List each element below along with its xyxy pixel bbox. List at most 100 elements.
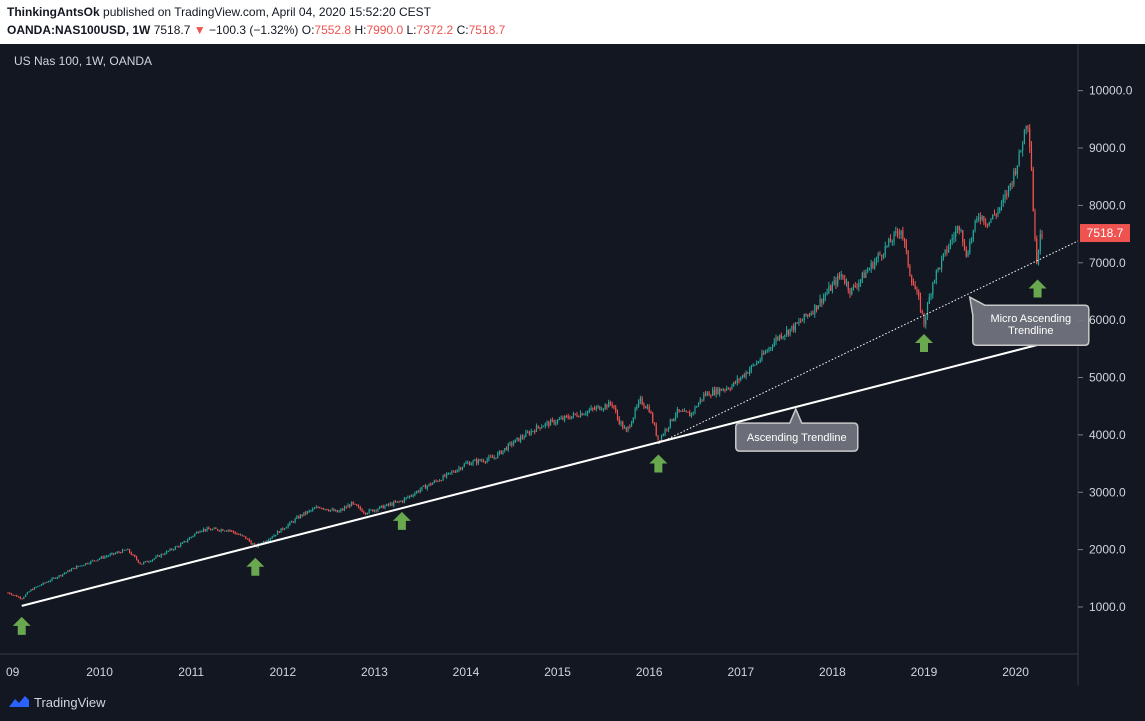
candle-body xyxy=(687,411,689,413)
candle-body xyxy=(401,500,404,502)
candle-body xyxy=(19,596,21,599)
candle-body xyxy=(1007,185,1010,196)
candle-body xyxy=(988,221,990,226)
candle-body xyxy=(54,577,57,579)
candle-body xyxy=(884,246,886,256)
time-axis[interactable]: 09 2010 2011 2012 2013 2014 2015 2016 2017 2018 20… xyxy=(6,665,1029,679)
candle-body xyxy=(995,214,997,216)
candle-body xyxy=(812,312,814,314)
candle-body xyxy=(217,528,219,531)
candle-body xyxy=(875,258,878,262)
candle-body xyxy=(167,550,169,552)
candle-body xyxy=(801,320,804,322)
time-tick-label: 2019 xyxy=(911,665,938,679)
candle-body xyxy=(273,535,275,537)
candle-body xyxy=(211,529,213,531)
candle-body xyxy=(209,529,212,531)
tradingview-brand[interactable]: TradingView xyxy=(34,695,106,710)
candle-body xyxy=(158,555,161,557)
candle-body xyxy=(511,442,513,445)
candle-body xyxy=(361,509,363,512)
candle-body xyxy=(775,337,777,342)
ascending-trendline[interactable] xyxy=(21,333,1079,607)
time-tick-label: 2017 xyxy=(727,665,754,679)
candle-body xyxy=(502,450,504,454)
candle-body xyxy=(949,240,952,248)
micro-ascending-trendline-callout[interactable] xyxy=(968,295,1090,346)
candle-body xyxy=(26,592,28,595)
candle-body xyxy=(442,475,444,481)
candle-body xyxy=(394,501,397,503)
candle-body xyxy=(312,508,314,511)
candle-body xyxy=(488,456,490,460)
candle-body xyxy=(109,554,111,556)
candle-body xyxy=(956,226,959,231)
candle-body xyxy=(710,395,712,397)
candle-body xyxy=(807,314,809,316)
candle-body xyxy=(520,436,522,442)
candle-body xyxy=(749,369,751,374)
candle-body xyxy=(67,570,69,573)
candle-body xyxy=(77,566,80,568)
ascending-trendline-callout[interactable] xyxy=(735,407,859,452)
candle-body xyxy=(794,322,797,331)
candle-body xyxy=(157,555,159,557)
candle-body xyxy=(199,531,201,533)
candle-body xyxy=(618,418,620,424)
author-name[interactable]: ThinkingAntsOk xyxy=(7,5,100,19)
candle-body xyxy=(782,336,784,339)
candle-body xyxy=(384,505,386,509)
micro-ascending-trendline[interactable] xyxy=(658,240,1079,444)
candle-body xyxy=(773,341,775,347)
candle-body xyxy=(780,335,782,339)
tradingview-logo-icon[interactable] xyxy=(8,695,30,709)
candle-body xyxy=(486,459,488,462)
candle-body xyxy=(539,427,541,429)
candle-body xyxy=(9,592,11,594)
candle-body xyxy=(206,527,208,531)
time-tick-label: 2016 xyxy=(636,665,663,679)
candle-body xyxy=(643,404,645,407)
price-tick-label: 9000.0 xyxy=(1089,141,1126,155)
candle-body xyxy=(356,504,358,506)
candle-body xyxy=(967,252,969,257)
candle-body xyxy=(833,280,835,284)
candle-body xyxy=(460,467,462,470)
candle-body xyxy=(342,509,344,511)
candle-body xyxy=(291,521,293,523)
candle-body xyxy=(349,505,351,507)
candle-body xyxy=(340,509,342,511)
candle-body xyxy=(100,556,102,559)
candle-body xyxy=(197,532,199,534)
time-tick-label: 2012 xyxy=(269,665,296,679)
candle-body xyxy=(121,549,124,553)
price-axis[interactable]: 1000.0 2000.0 3000.0 4000.0 5000.0 6000.0 7000… xyxy=(1078,84,1133,614)
candle-body xyxy=(842,274,844,280)
candle-body xyxy=(421,486,423,490)
price-chart[interactable]: Ascending Trendline Micro Ascending Trendl… xyxy=(0,44,1145,685)
candle-body xyxy=(717,388,719,394)
candle-body xyxy=(220,529,222,531)
down-arrow-icon: ▼ xyxy=(193,23,206,37)
open-value: 7552.8 xyxy=(314,23,352,37)
candle-body xyxy=(680,410,682,412)
candle-body xyxy=(935,270,937,281)
candle-body xyxy=(713,389,715,395)
candle-body xyxy=(389,503,391,506)
candle-body xyxy=(477,459,479,464)
candle-body xyxy=(615,407,617,412)
candle-body xyxy=(317,507,319,509)
candle-body xyxy=(10,593,13,595)
candle-body xyxy=(468,462,471,466)
candle-body xyxy=(319,507,321,509)
candle-body xyxy=(324,508,326,510)
candle-body xyxy=(431,483,434,485)
candle-body xyxy=(264,541,266,543)
candle-body xyxy=(70,569,73,572)
candle-body xyxy=(262,541,265,544)
candle-body xyxy=(405,497,407,499)
candle-body xyxy=(569,418,571,420)
candle-body xyxy=(814,305,816,314)
candle-body xyxy=(689,412,691,417)
candle-body xyxy=(440,480,442,482)
